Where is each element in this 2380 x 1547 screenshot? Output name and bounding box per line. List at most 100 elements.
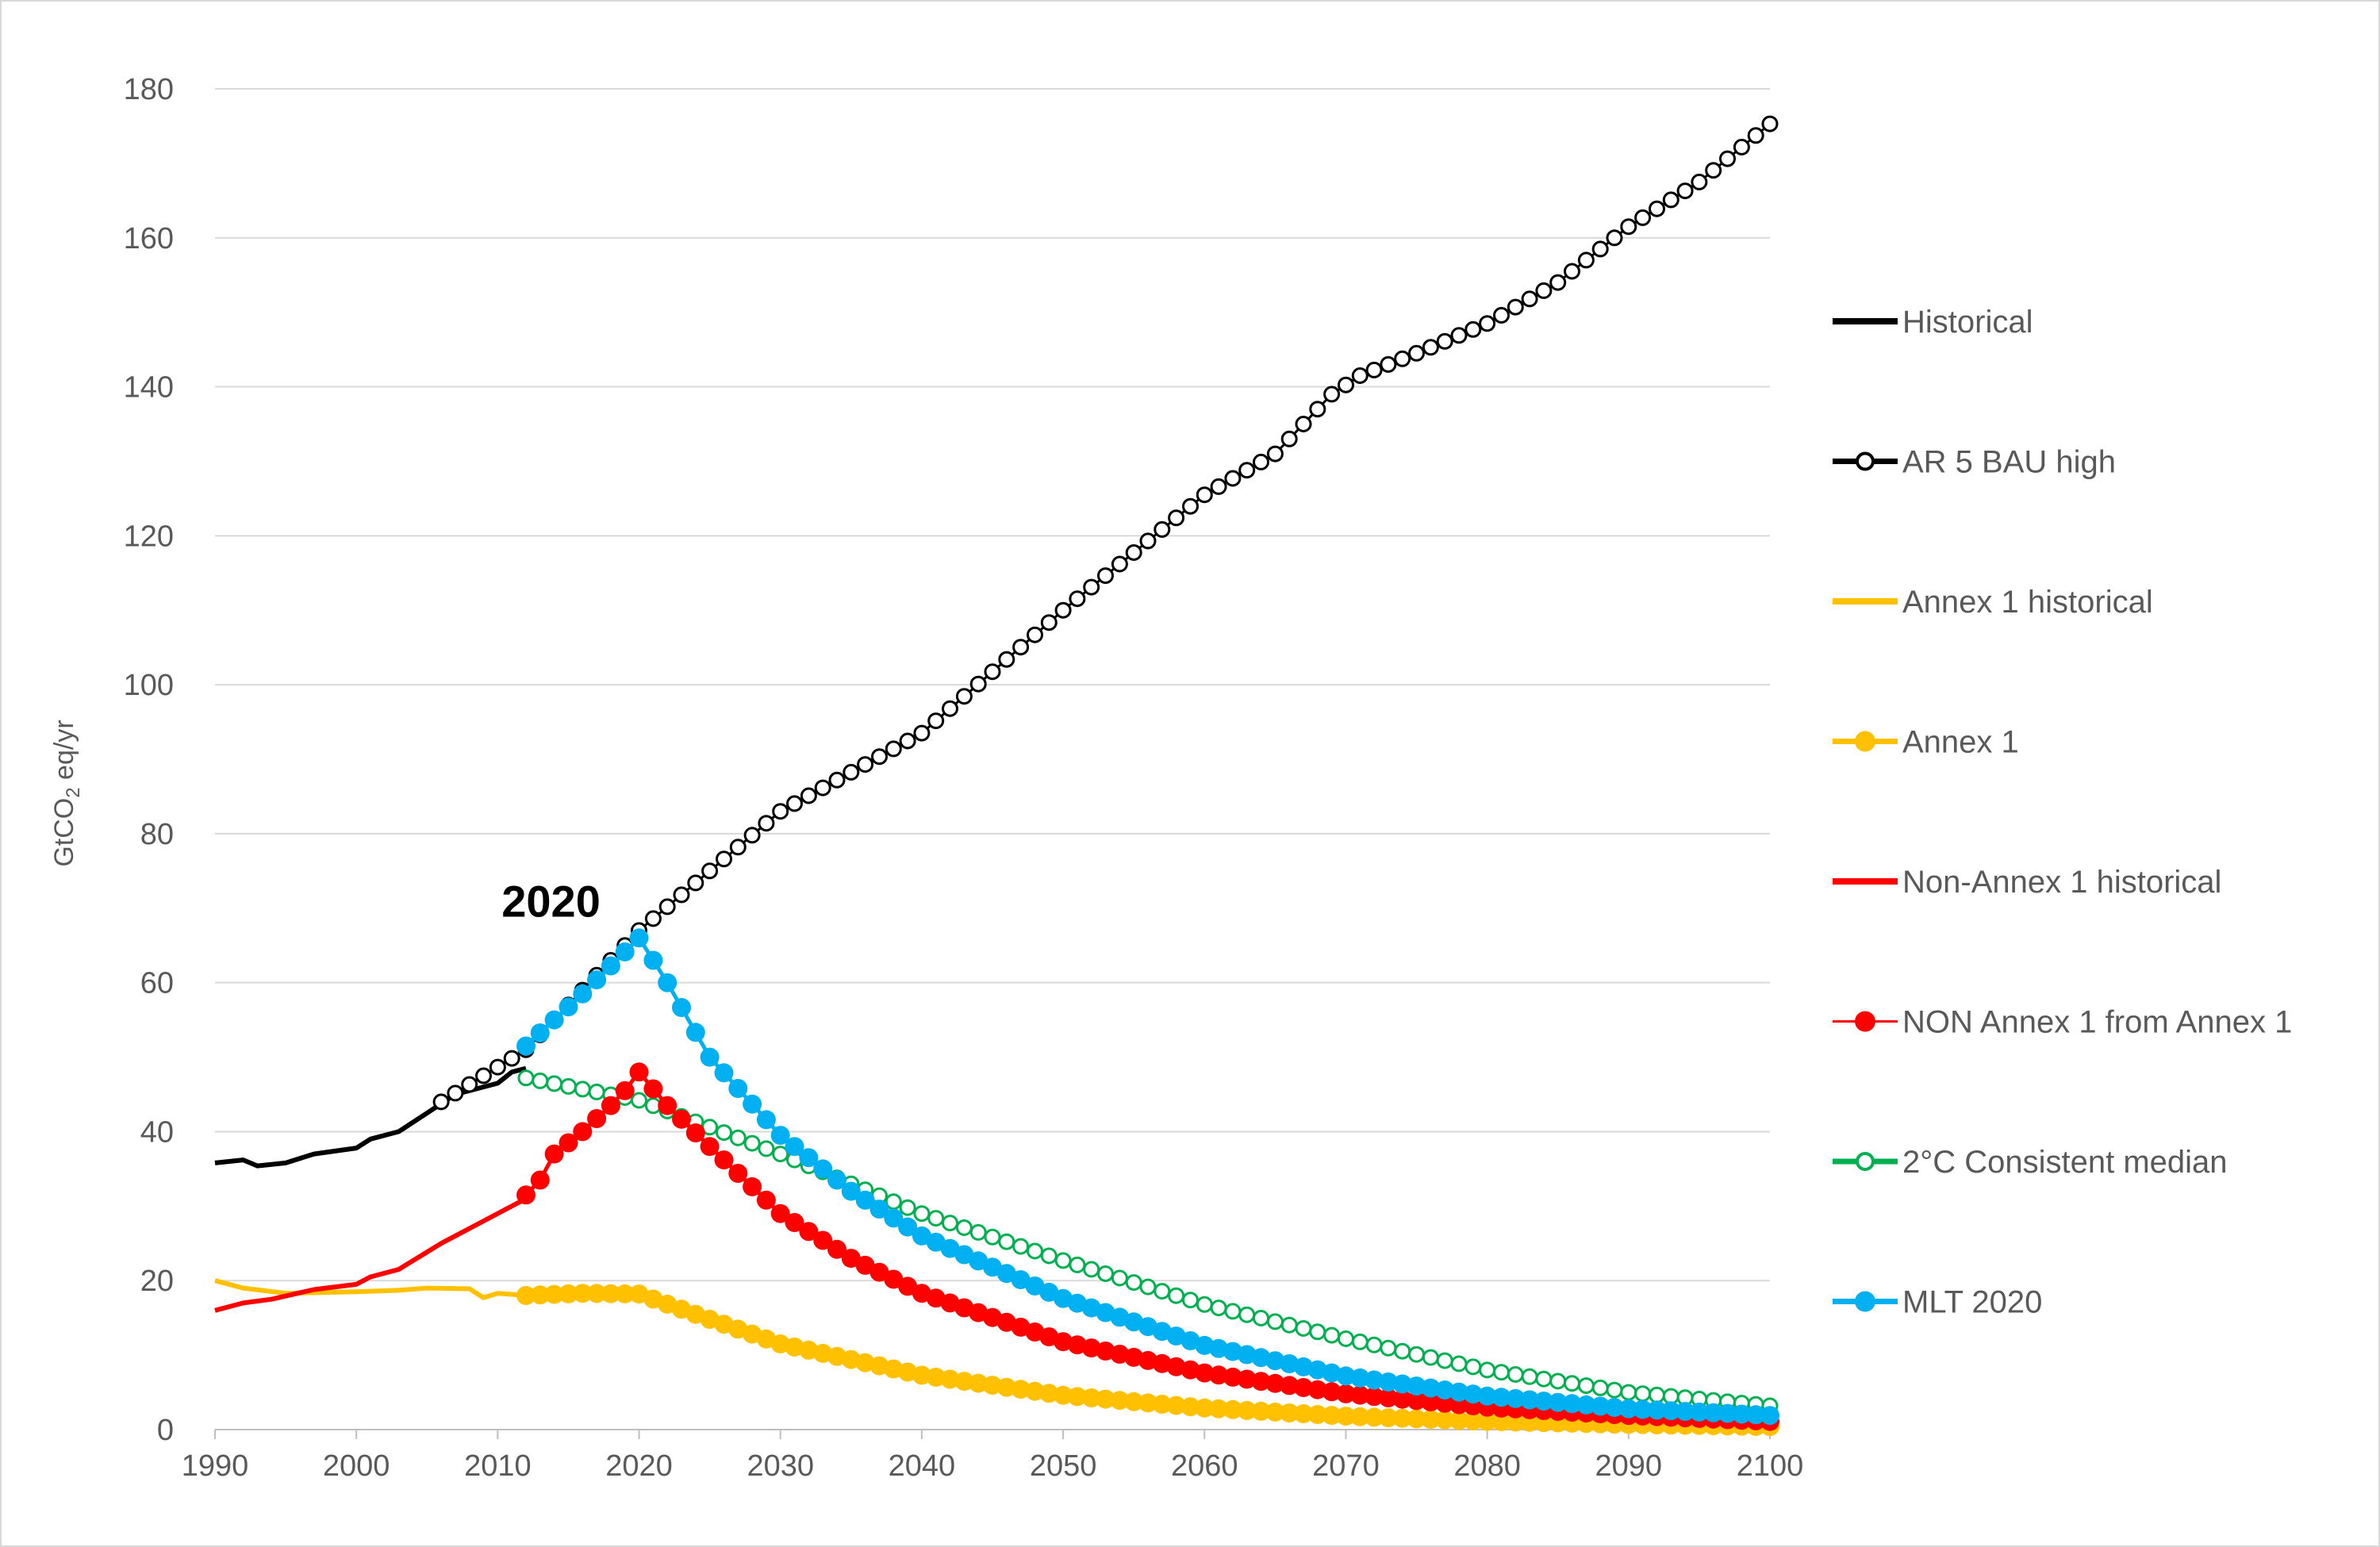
legend-item-annex-1-historical: Annex 1 historical xyxy=(1833,585,2153,620)
x-tick-label: 2010 xyxy=(464,1449,532,1483)
data-point xyxy=(658,898,676,916)
series-annex-1-historical xyxy=(214,1278,527,1300)
data-point xyxy=(1012,1238,1030,1255)
data-point xyxy=(643,1079,663,1099)
data-point xyxy=(1237,1400,1257,1420)
data-point xyxy=(871,748,888,766)
data-point xyxy=(1535,1370,1553,1388)
data-point xyxy=(942,1215,958,1232)
data-point xyxy=(716,1124,732,1142)
data-point xyxy=(1747,127,1764,144)
series-annex-1 xyxy=(516,1284,1779,1437)
data-point xyxy=(1294,1357,1313,1376)
data-point xyxy=(672,1109,691,1129)
data-point xyxy=(544,1144,564,1164)
data-point xyxy=(885,740,902,758)
data-point xyxy=(1606,229,1623,247)
data-point xyxy=(1591,240,1609,258)
data-point xyxy=(1011,1270,1031,1290)
y-axis-label-sub: 2 xyxy=(63,787,84,797)
data-point xyxy=(700,1137,720,1157)
data-point xyxy=(1392,1408,1412,1428)
data-point xyxy=(1097,567,1114,585)
data-point xyxy=(530,1285,550,1305)
data-point xyxy=(1407,1376,1426,1396)
series-layer xyxy=(214,115,1779,1437)
data-point xyxy=(447,1084,464,1102)
data-point xyxy=(1605,1398,1624,1418)
data-point xyxy=(644,910,662,927)
data-point xyxy=(855,1353,875,1372)
series-non-annex-1-historical xyxy=(214,1196,528,1313)
data-point xyxy=(1182,1292,1199,1309)
data-point xyxy=(1224,1303,1242,1320)
data-point xyxy=(1365,361,1383,378)
data-point xyxy=(559,1133,578,1153)
data-point xyxy=(432,1093,450,1111)
data-point xyxy=(1196,1296,1213,1313)
data-point xyxy=(1180,1397,1200,1417)
data-point xyxy=(1195,1398,1215,1418)
data-point xyxy=(1096,1342,1115,1361)
data-point xyxy=(1392,1389,1412,1409)
data-point xyxy=(489,1058,506,1076)
data-point xyxy=(1549,1372,1567,1390)
series-2-c-consistent-median xyxy=(517,1069,1779,1415)
data-point xyxy=(1012,639,1030,656)
data-point xyxy=(1168,509,1185,527)
data-point xyxy=(1394,350,1411,367)
data-point xyxy=(1295,416,1312,432)
data-point xyxy=(559,997,578,1017)
data-point xyxy=(1649,200,1665,217)
data-point xyxy=(1477,1411,1497,1431)
data-point xyxy=(1154,1283,1171,1300)
data-point xyxy=(1392,1374,1412,1394)
data-point xyxy=(601,956,620,976)
data-point xyxy=(743,827,761,844)
data-point xyxy=(1322,1406,1342,1426)
data-point xyxy=(1620,1384,1637,1401)
data-point xyxy=(516,1185,536,1205)
data-point xyxy=(1491,1388,1511,1407)
data-point xyxy=(1096,1389,1115,1409)
data-point xyxy=(813,1159,833,1179)
legend-item-ar-5-bau-high: AR 5 BAU high xyxy=(1833,445,2116,480)
data-point xyxy=(1564,263,1580,280)
data-point xyxy=(1407,1391,1426,1411)
data-point xyxy=(1562,1394,1582,1414)
data-point xyxy=(673,886,690,904)
data-point xyxy=(1054,1252,1072,1269)
data-point xyxy=(898,1276,918,1296)
data-point xyxy=(1040,614,1058,631)
x-tick-label: 2060 xyxy=(1171,1449,1238,1483)
legend-label: Annex 1 historical xyxy=(1902,585,2153,620)
data-point xyxy=(1365,1407,1384,1427)
data-point xyxy=(1633,1399,1653,1419)
data-point xyxy=(573,1122,593,1142)
data-point xyxy=(1691,173,1708,190)
data-point xyxy=(560,1077,577,1095)
data-point xyxy=(954,1372,974,1392)
data-point xyxy=(1521,1368,1538,1385)
y-axis-ticks: 0 20 40 60 80 100 120 140 160 180 xyxy=(124,73,174,1447)
series-mlt-2020 xyxy=(516,928,1779,1426)
data-point xyxy=(785,1213,804,1232)
data-point xyxy=(601,1096,620,1115)
data-point xyxy=(516,1286,536,1305)
data-point xyxy=(1210,478,1227,495)
data-point xyxy=(1549,274,1567,291)
data-point xyxy=(1394,1342,1411,1360)
data-point xyxy=(1265,1373,1285,1393)
data-point xyxy=(841,1249,861,1269)
data-point xyxy=(1365,1370,1384,1390)
data-point xyxy=(912,1365,931,1385)
data-point xyxy=(756,1190,776,1210)
data-point xyxy=(1449,1382,1468,1402)
data-point xyxy=(587,970,607,990)
legend-label: 2°C Consistent median xyxy=(1902,1145,2228,1180)
data-point xyxy=(1408,1345,1425,1363)
data-point xyxy=(1350,1368,1370,1388)
y-tick-label: 160 xyxy=(124,222,174,255)
series-historical xyxy=(214,1065,527,1169)
data-point xyxy=(1493,1364,1510,1381)
